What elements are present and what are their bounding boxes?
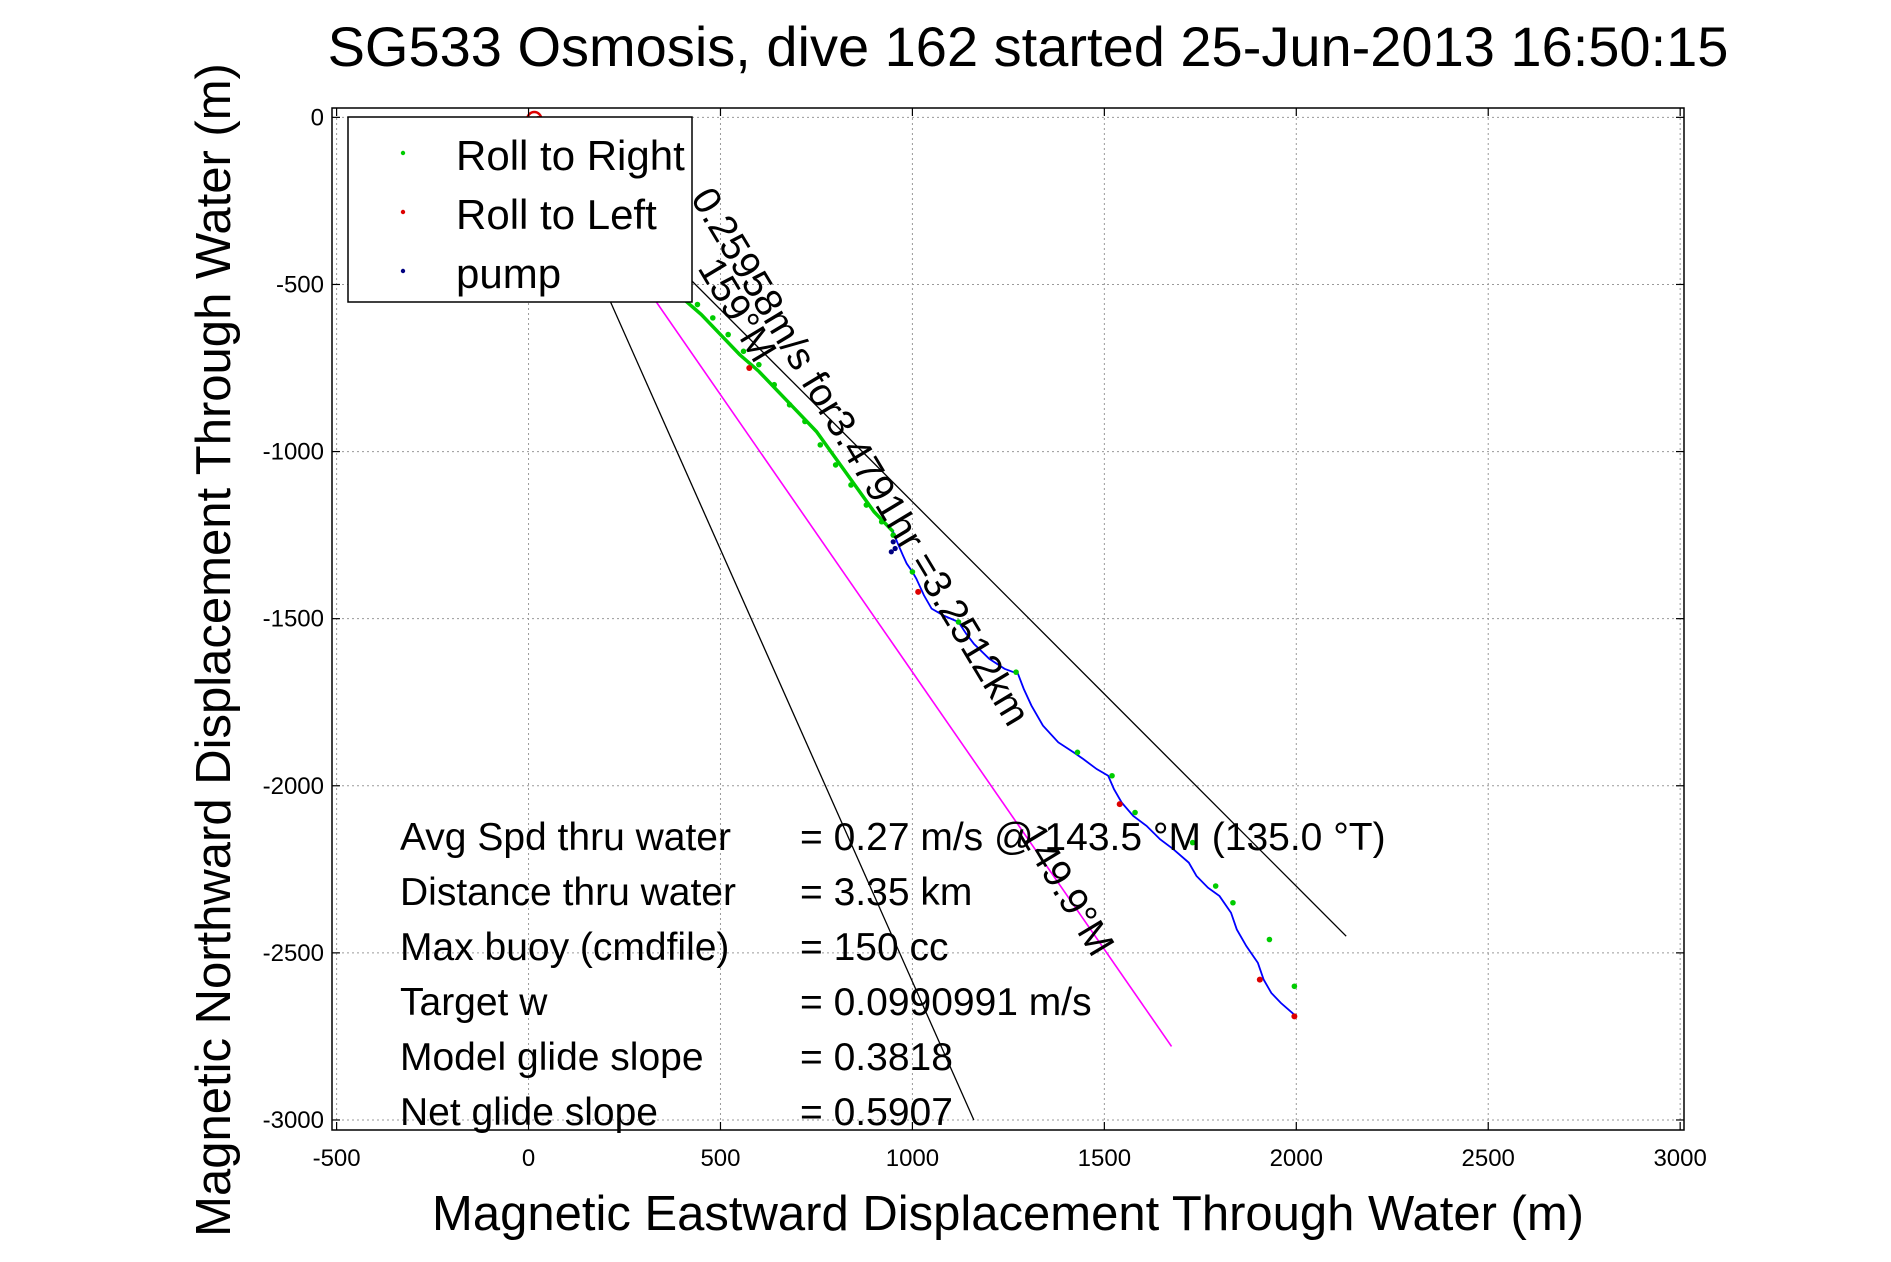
roll-right-point [786,401,793,408]
legend-marker-roll-right [400,150,406,156]
roll-left-point [1116,801,1123,808]
roll-right-point [1291,983,1298,990]
roll-right-point [710,315,716,321]
roll-right-point [1212,883,1219,889]
legend: Roll to Right Roll to Left pump [347,116,693,303]
roll-right-point [863,502,870,508]
x-tick-label: 1500 [1078,1145,1131,1172]
pump-point [888,549,894,555]
roll-right-point [955,619,962,625]
roll-right-point [756,361,762,368]
y-tick-label: -2500 [263,940,324,967]
x-tick-label: 2500 [1462,1145,1515,1172]
roll-left-point [1291,1013,1298,1020]
y-tick-label: -1500 [263,606,324,633]
legend-label-pump: pump [456,250,561,297]
roll-right-point [1074,749,1081,756]
roll-right-point [1189,839,1196,846]
x-tick-label: 2000 [1270,1145,1323,1172]
roll-right-point [848,482,854,488]
x-tick-label: 500 [700,1145,740,1172]
stat-value: = 0.27 m/s @ 143.5 °M (135.0 °T) [800,816,1386,859]
legend-box [347,116,693,303]
stat-label: Max buoy (cmdfile) [400,926,729,969]
roll-right-point [725,331,731,338]
legend-label-roll-left: Roll to Left [456,191,657,238]
stats-block: Avg Spd thru water = 0.27 m/s @ 143.5 °M … [400,816,1386,1134]
y-tick-label: -3000 [263,1107,324,1134]
y-tick-label: 0 [311,104,324,131]
stat-value: = 150 cc [800,926,949,969]
stat-label: Distance thru water [400,871,736,914]
legend-label-roll-right: Roll to Right [456,132,685,179]
y-tick-label: -500 [276,271,324,298]
roll-right-point [1132,809,1138,816]
roll-left-point [1256,976,1263,983]
y-axis-label: Magnetic Northward Displacement Through … [187,63,241,1237]
roll-right-point [890,532,897,538]
roll-left-point [746,365,753,372]
roll-right-point [832,462,839,468]
roll-right-point [1109,772,1115,779]
y-tick-label: -2000 [263,773,324,800]
stat-value: = 3.35 km [800,871,972,914]
stat-label: Net glide slope [400,1091,658,1134]
roll-right-point [1013,669,1019,675]
stat-label: Model glide slope [400,1036,704,1079]
roll-right-point [1266,936,1273,943]
y-axis-ticks: 0 -500 -1000 -1500 -2000 -2500 -3000 [263,104,1684,1134]
x-tick-label: -500 [313,1145,361,1172]
legend-marker-pump [400,268,406,274]
stat-value: = 0.5907 [800,1091,953,1134]
x-tick-label: 0 [522,1145,535,1172]
legend-marker-roll-left [400,209,406,215]
roll-right-point [909,569,916,575]
roll-right-point [1230,899,1236,906]
stat-value: = 0.0990991 m/s [800,981,1092,1024]
roll-left-point [915,588,922,595]
chart-title: SG533 Osmosis, dive 162 started 25-Jun-2… [328,15,1729,78]
roll-right-point [771,381,778,388]
x-tick-label: 1000 [886,1145,939,1172]
y-tick-label: -1000 [263,439,324,466]
x-axis-label: Magnetic Eastward Displacement Through W… [432,1187,1584,1241]
pump-point [892,545,898,552]
stat-value: = 0.3818 [800,1036,953,1079]
stat-label: Avg Spd thru water [400,816,731,859]
roll-right-point [802,418,808,425]
roll-right-point [740,348,747,355]
roll-right-point [817,442,824,448]
roll-right-point [878,518,885,525]
pump-point [890,539,896,545]
x-tick-label: 3000 [1653,1145,1706,1172]
x-axis-ticks: -500 0 500 1000 1500 2000 2500 3000 [313,108,1707,1172]
stat-label: Target w [400,981,548,1024]
roll-right-point [694,301,701,308]
